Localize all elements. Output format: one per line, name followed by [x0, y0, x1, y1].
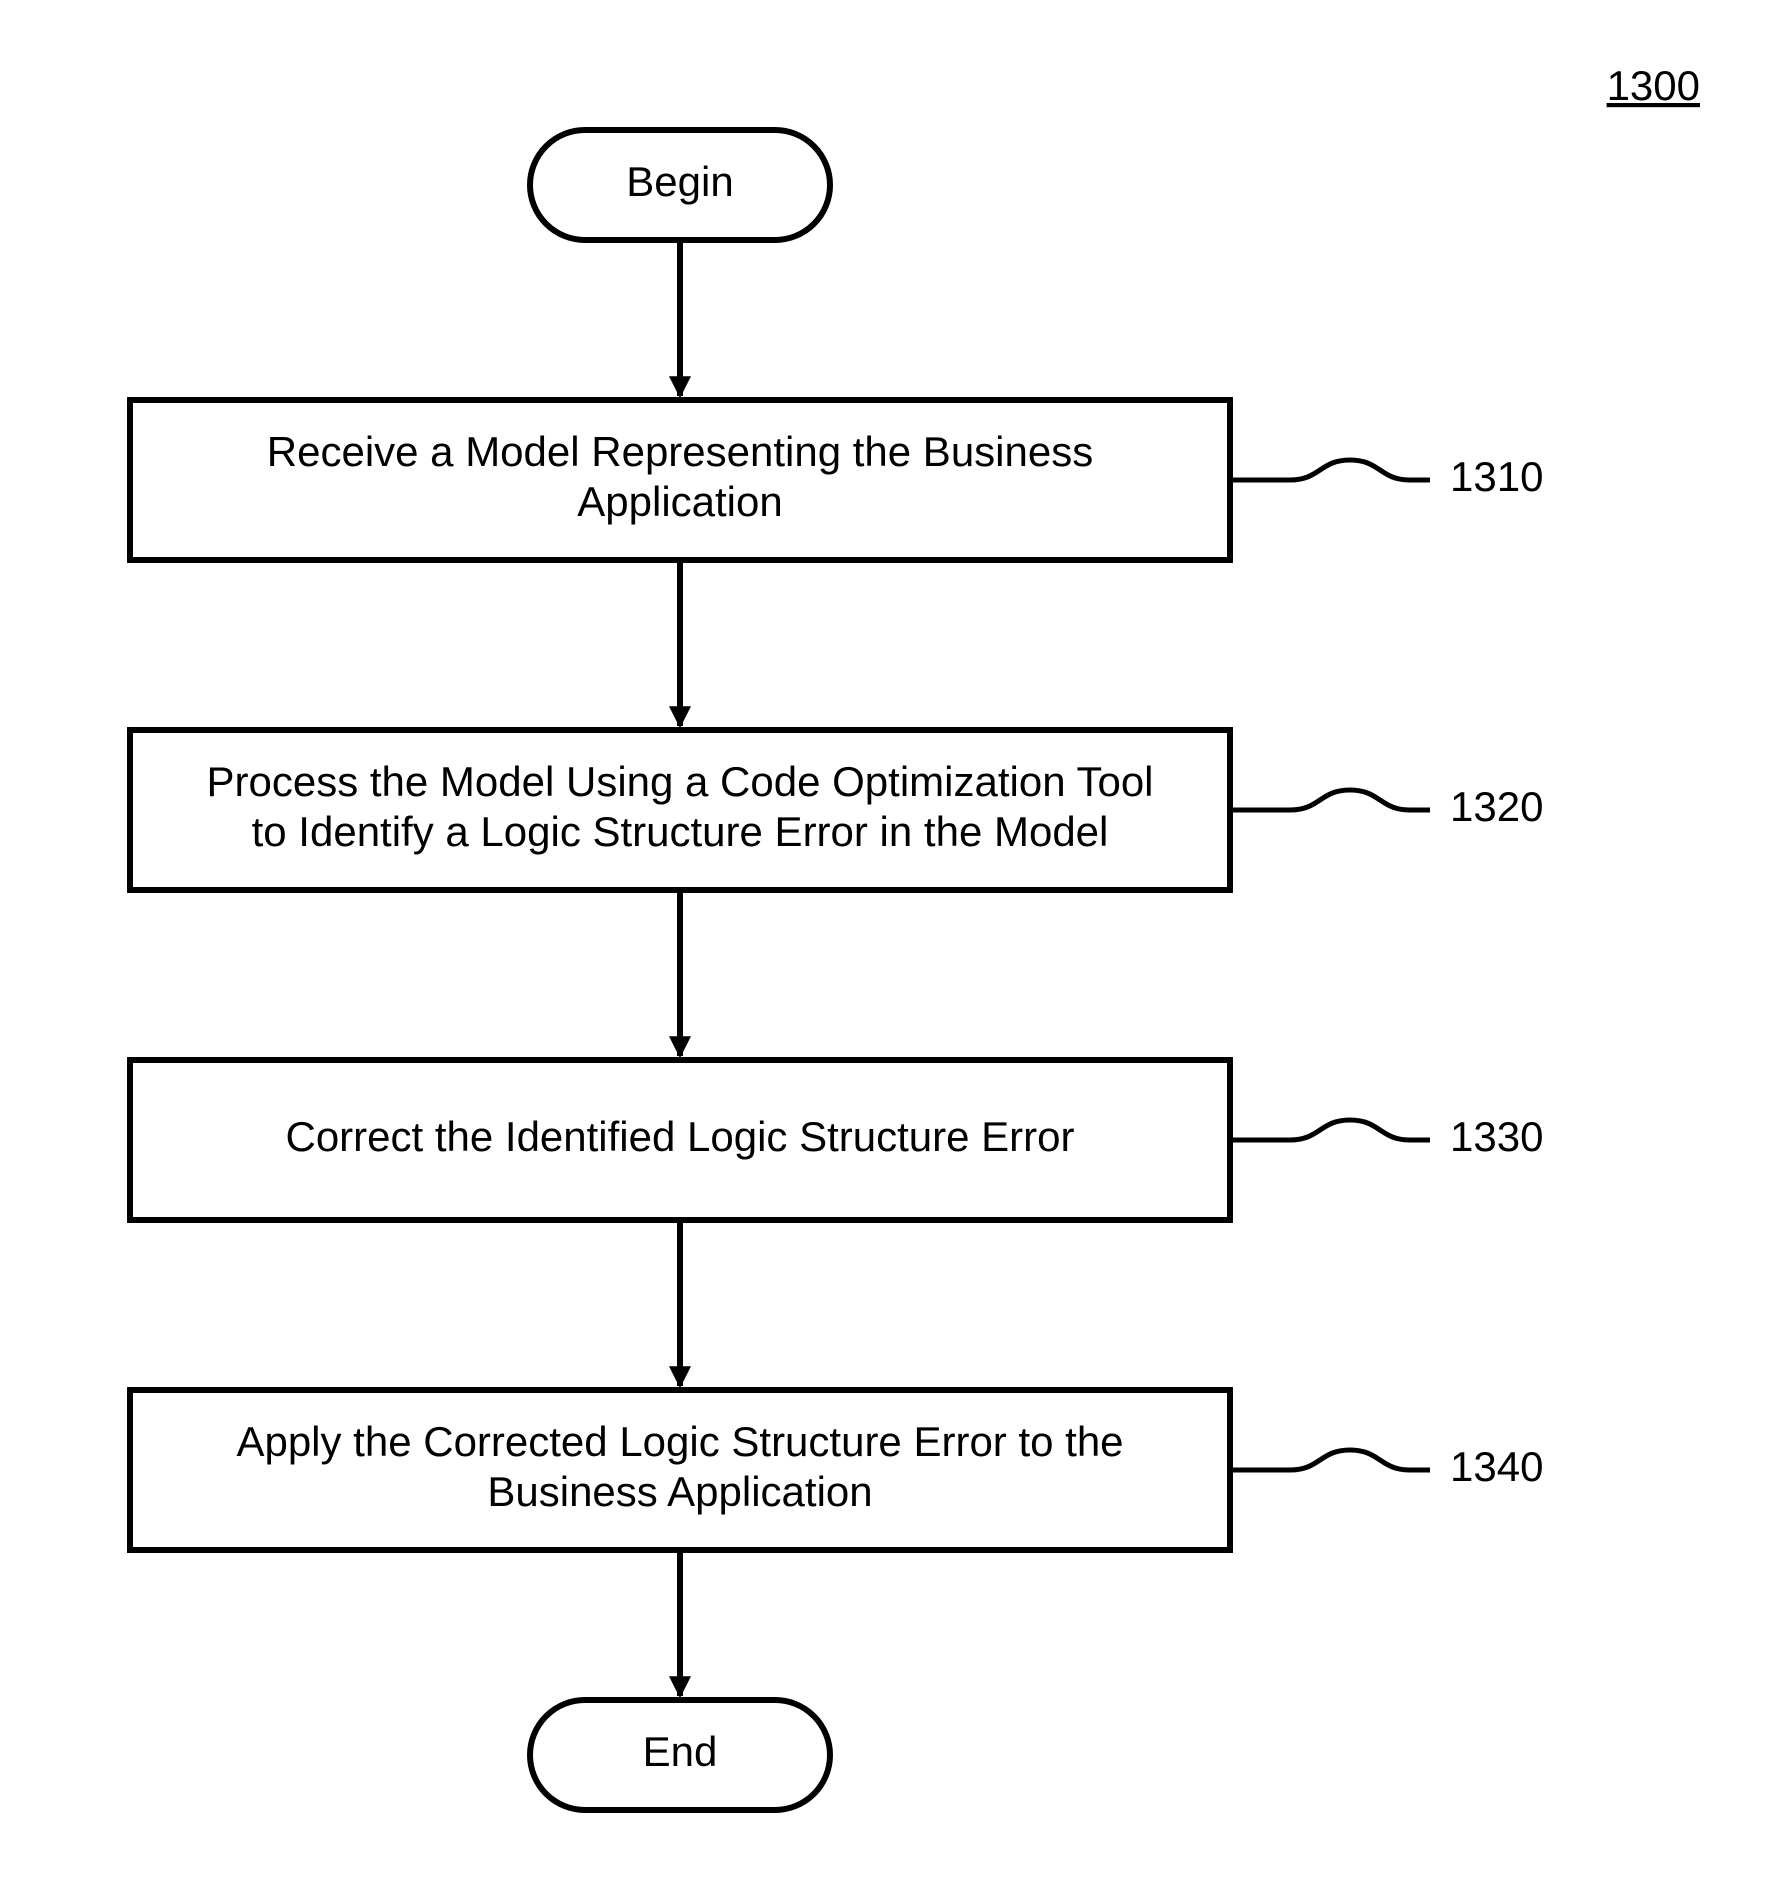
step-id-label: 1340 — [1450, 1443, 1543, 1490]
process-step-text: Business Application — [487, 1468, 872, 1515]
step-id-label: 1330 — [1450, 1113, 1543, 1160]
process-step-text: to Identify a Logic Structure Error in t… — [252, 808, 1109, 855]
leader-line — [1230, 1120, 1430, 1140]
step-id-label: 1320 — [1450, 783, 1543, 830]
process-step-text: Apply the Corrected Logic Structure Erro… — [236, 1418, 1123, 1465]
leader-line — [1230, 790, 1430, 810]
leader-line — [1230, 1450, 1430, 1470]
process-step-text: Application — [577, 478, 782, 525]
terminal-begin-label: Begin — [626, 158, 733, 205]
leader-line — [1230, 460, 1430, 480]
figure-number: 1300 — [1607, 62, 1700, 109]
process-step-text: Correct the Identified Logic Structure E… — [285, 1113, 1074, 1160]
terminal-end-label: End — [643, 1728, 718, 1775]
process-step-text: Process the Model Using a Code Optimizat… — [206, 758, 1153, 805]
step-id-label: 1310 — [1450, 453, 1543, 500]
flowchart-diagram: 1300 Begin Receive a Model Representing th… — [0, 0, 1769, 1901]
process-step-text: Receive a Model Representing the Busines… — [267, 428, 1093, 475]
